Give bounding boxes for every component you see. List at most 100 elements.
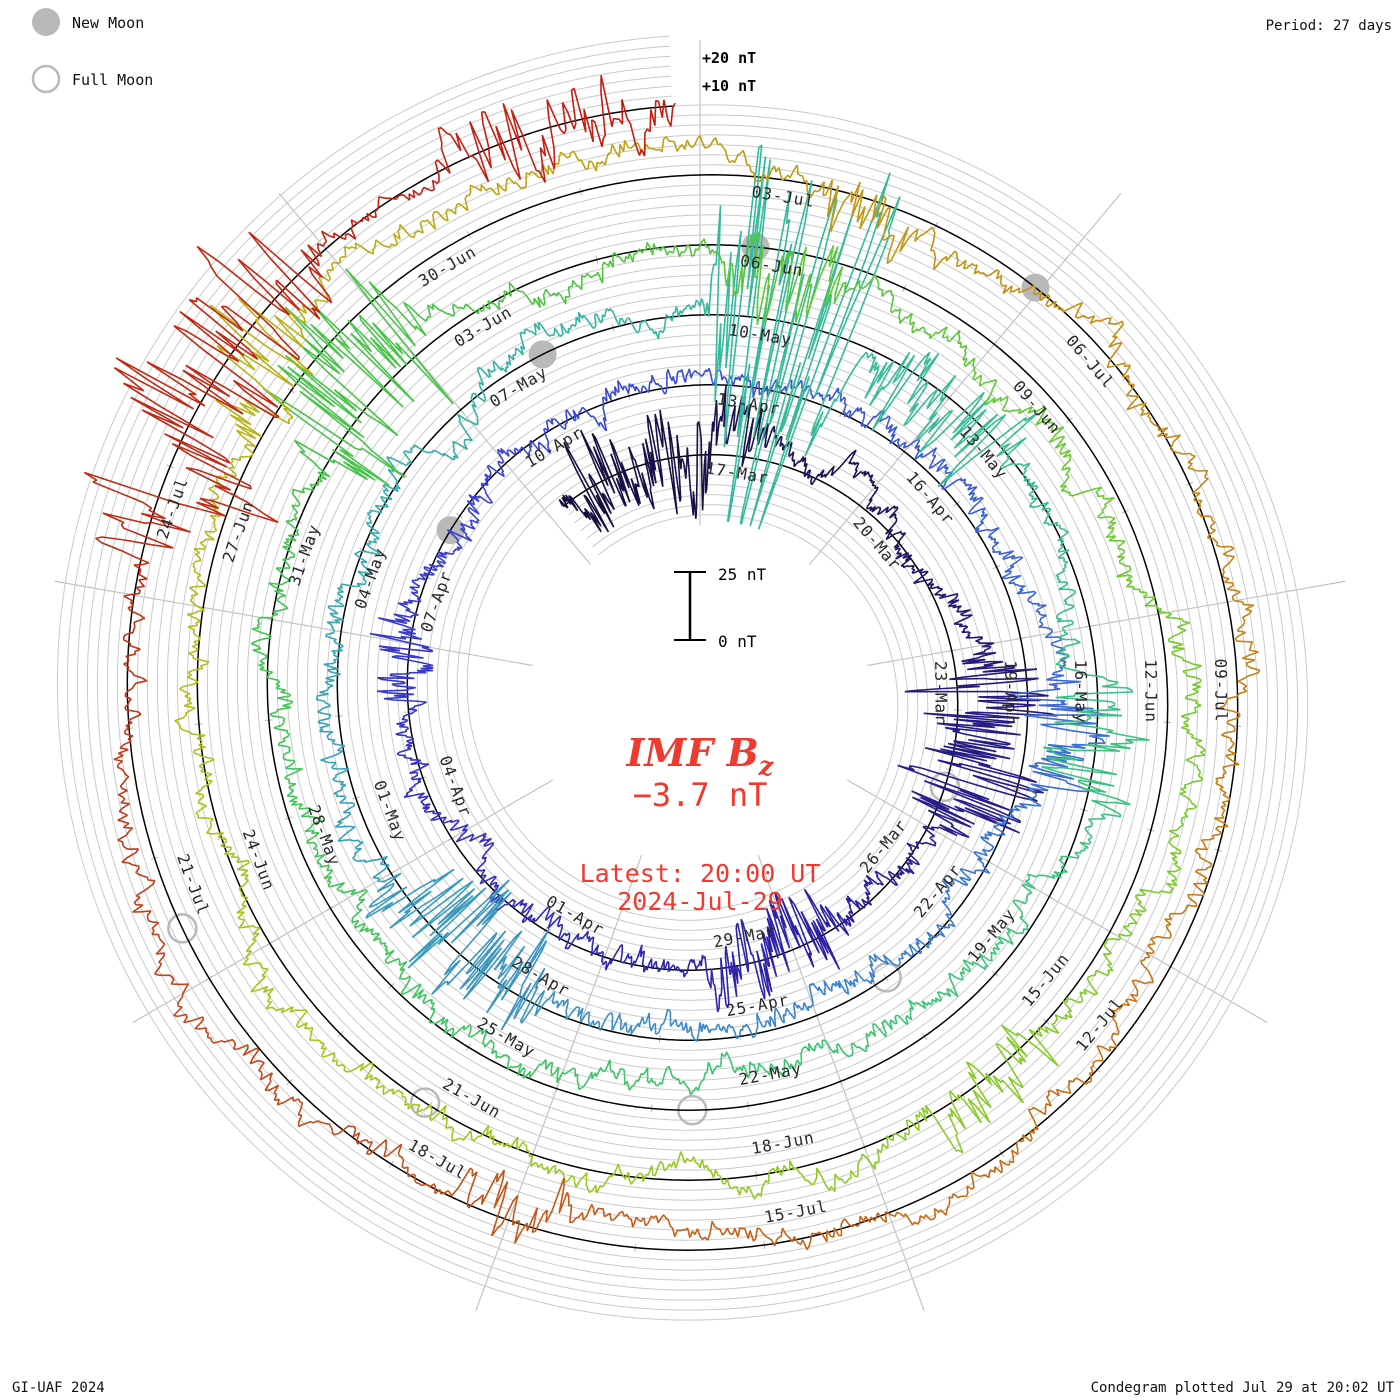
imf-bz-data-segment: [601, 944, 670, 973]
imf-bz-data-segment: [909, 438, 978, 496]
imf-bz-data-segment: [403, 777, 469, 832]
imf-bz-data-segment: [113, 310, 280, 491]
nt-scalebar: 25 nT 0 nT: [674, 565, 767, 651]
spiral-chart-layer: 17-Mar20-Mar23-Mar26-Mar29-Mar01-Apr04-A…: [54, 35, 1346, 1321]
imf-bz-data-segment: [808, 954, 877, 1000]
date-label-16-May: 16-May: [1071, 660, 1091, 724]
imf-bz-data-segment: [174, 605, 210, 726]
imf-bz-data-segment: [511, 1177, 640, 1244]
imf-bz-data-segment: [365, 868, 487, 969]
grid-spiral: [106, 85, 1259, 1271]
center-latest-time: Latest: 20:00 UT: [580, 859, 821, 888]
new-moon-legend-label: New Moon: [72, 14, 144, 32]
imf-bz-data-segment: [744, 1039, 832, 1079]
scalebar-top-label: 25 nT: [718, 565, 767, 584]
imf-bz-data-segment: [1048, 426, 1115, 519]
imf-bz-data-segment: [1009, 632, 1108, 716]
imf-bz-data-segment: [794, 245, 895, 323]
imf-bz-data-segment: [762, 1211, 889, 1251]
imf-bz-data-segment: [1191, 476, 1241, 602]
imf-bz-data-segment: [1117, 836, 1182, 939]
imf-bz-data-segment: [173, 993, 280, 1096]
imf-bz-data-segment: [250, 619, 294, 722]
full-moon-legend-label: Full Moon: [72, 71, 153, 89]
imf-bz-data-segment: [1001, 556, 1053, 634]
imf-bz-data-segment: [122, 593, 148, 729]
imf-bz-data-segment: [757, 1153, 871, 1197]
grid-spiral: [116, 95, 1249, 1261]
imf-bz-data-segment: [1024, 714, 1110, 796]
imf-bz-data-segment: [351, 889, 408, 980]
full-moon-marker: [167, 913, 198, 944]
imf-bz-data-segment: [774, 888, 852, 970]
imf-bz-data-segment: [257, 520, 300, 620]
outer-plus10nt-label: +10 nT: [702, 77, 756, 95]
imf-bz-data-segment: [1126, 375, 1209, 478]
imf-bz-data-segment: [1008, 1065, 1094, 1166]
imf-bz-data-segment: [1165, 611, 1202, 724]
imf-bz-data-segment: [864, 351, 957, 432]
imf-bz-data-segment: [429, 1104, 533, 1158]
imf-bz-data-segment: [908, 958, 989, 1013]
center-quantity-main: IMF B: [626, 730, 759, 775]
imf-bz-data-segment: [965, 1024, 1059, 1124]
imf-bz-data-segment: [668, 945, 732, 1013]
imf-bz-data-segment: [1169, 722, 1206, 838]
imf-bz-data-segment: [361, 467, 401, 556]
imf-bz-data-segment: [419, 522, 476, 577]
imf-bz-data-segment: [916, 391, 1039, 488]
date-label-12-Jun: 12-Jun: [1141, 659, 1161, 723]
imf-bz-data-segment: [972, 365, 1054, 432]
imf-bz-data-segment: [369, 573, 430, 649]
date-label-21-Jun: 21-Jun: [439, 1074, 504, 1122]
imf-bz-data-segment: [300, 815, 367, 896]
imf-bz-data-segment: [869, 1090, 982, 1170]
imf-bz-data-segment: [480, 1027, 565, 1083]
imf-bz-data-segment: [273, 721, 312, 818]
imf-bz-data-segment: [530, 1155, 644, 1194]
imf-bz-data-segment: [466, 460, 505, 526]
imf-bz-data-segment: [830, 1012, 913, 1058]
imf-bz-data-segment: [699, 368, 775, 398]
imf-bz-data-segment: [894, 544, 943, 594]
imf-bz-data-segment: [818, 179, 935, 265]
date-label-23-Mar: 23-Mar: [931, 661, 951, 725]
imf-bz-data-segment: [376, 645, 434, 713]
imf-bz-data-segment: [807, 449, 876, 487]
imf-bz-data-segment: [845, 870, 899, 924]
imf-bz-data-segment: [1041, 715, 1150, 818]
imf-bz-data-segment: [1146, 845, 1213, 955]
imf-bz-data-segment: [499, 271, 599, 309]
imf-bz-data-segment: [345, 268, 501, 405]
imf-bz-data-segment: [999, 462, 1069, 538]
plotted-timestamp-label: Condegram plotted Jul 29 at 20:02 UT: [1091, 1380, 1395, 1396]
imf-bz-data-segment: [397, 1153, 519, 1237]
full-moon-marker: [409, 1087, 441, 1118]
imf-bz-data-segment: [434, 99, 567, 183]
radial-spoke: [475, 854, 643, 1311]
imf-bz-data-segment: [519, 308, 608, 350]
imf-bz-data-segment: [188, 231, 333, 361]
imf-bz-data-segment: [890, 308, 976, 367]
imf-bz-data-segment: [179, 725, 224, 840]
imf-bz-data-segment: [386, 413, 473, 469]
imf-bz-data-segment: [455, 828, 500, 888]
imf-bz-data-segment: [564, 380, 630, 432]
imf-bz-data-segment: [326, 550, 373, 633]
imf-bz-data-segment: [337, 208, 457, 265]
imf-bz-data-segment: [978, 880, 1036, 962]
imf-bz-data-segment: [500, 928, 586, 1031]
grid-spiral: [76, 55, 1289, 1301]
date-label-18-Jun: 18-Jun: [750, 1128, 816, 1158]
imf-bz-data-segment: [1025, 813, 1106, 882]
imf-bz-data-segment: [842, 403, 910, 449]
imf-bz-data-segment: [579, 429, 655, 515]
imf-bz-data-segment: [1105, 515, 1168, 614]
date-label-09-Jul: 09-Jul: [1211, 658, 1231, 722]
imf-bz-data-segment: [83, 471, 279, 596]
new-moon-legend-icon: [32, 8, 60, 36]
imf-bz-data-segment: [930, 229, 1037, 296]
imf-bz-data-segment: [627, 368, 701, 395]
